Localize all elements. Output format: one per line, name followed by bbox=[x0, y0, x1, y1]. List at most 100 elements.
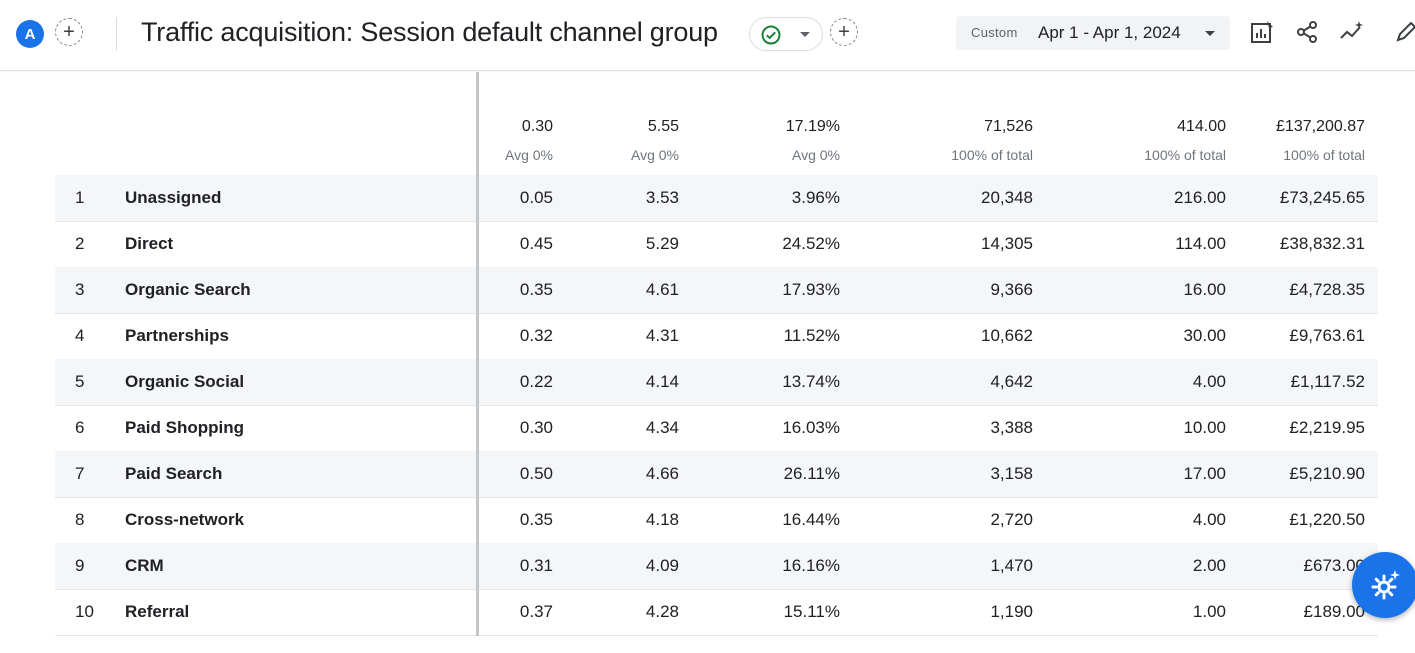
channel-name[interactable]: Referral bbox=[125, 602, 190, 621]
table-row[interactable] bbox=[55, 267, 1378, 313]
metric-cell: 10,662 bbox=[981, 326, 1033, 345]
metric-cell: £1,117.52 bbox=[1290, 372, 1365, 391]
channel-name[interactable]: Direct bbox=[125, 234, 174, 253]
metric-cell: 4.66 bbox=[645, 464, 679, 483]
metric-cell: 4.18 bbox=[645, 510, 679, 529]
metric-cell: 4.00 bbox=[1192, 510, 1226, 529]
settings-sparkle-icon bbox=[1371, 570, 1400, 600]
metric-cell: 16.44% bbox=[782, 510, 840, 529]
metric-cell: £5,210.90 bbox=[1289, 464, 1365, 483]
total-value: 71,526 bbox=[984, 118, 1033, 135]
metric-cell: 16.16% bbox=[782, 556, 840, 575]
metric-cell: 15.11% bbox=[783, 602, 840, 621]
metric-cell: 4.09 bbox=[645, 556, 679, 575]
row-divider bbox=[55, 635, 1378, 636]
table-row[interactable] bbox=[55, 175, 1378, 221]
share-icon[interactable] bbox=[1293, 18, 1321, 46]
add-comparison-button[interactable]: + bbox=[55, 18, 83, 46]
metric-cell: 30.00 bbox=[1183, 326, 1226, 345]
metric-cell: £9,763.61 bbox=[1289, 326, 1365, 345]
row-rank: 6 bbox=[75, 418, 85, 437]
channel-name[interactable]: CRM bbox=[125, 556, 164, 575]
assistant-fab[interactable] bbox=[1352, 552, 1415, 618]
plus-icon: + bbox=[838, 21, 850, 43]
total-subtext: Avg 0% bbox=[792, 147, 840, 163]
metric-cell: 3.53 bbox=[645, 188, 679, 207]
chevron-down-icon bbox=[800, 32, 810, 37]
metric-cell: 0.32 bbox=[519, 326, 553, 345]
channel-name[interactable]: Paid Shopping bbox=[125, 418, 244, 437]
header-divider bbox=[116, 17, 117, 51]
channel-name[interactable]: Cross-network bbox=[125, 510, 245, 529]
insights-icon[interactable] bbox=[1338, 18, 1366, 46]
date-range-value: Apr 1 - Apr 1, 2024 bbox=[1038, 23, 1181, 42]
table-row[interactable] bbox=[55, 451, 1378, 497]
report-header: A + Traffic acquisition: Session default… bbox=[0, 0, 1415, 71]
metric-cell: 4.31 bbox=[645, 326, 679, 345]
table-row[interactable] bbox=[55, 405, 1378, 451]
metric-cell: 4,642 bbox=[990, 372, 1033, 391]
metric-cell: 0.22 bbox=[519, 372, 553, 391]
metric-cell: 5.29 bbox=[645, 234, 679, 253]
metric-cell: 4.14 bbox=[645, 372, 679, 391]
metric-cell: 16.03% bbox=[782, 418, 840, 437]
metric-cell: 2,720 bbox=[990, 510, 1033, 529]
channel-name[interactable]: Paid Search bbox=[125, 464, 223, 483]
customize-report-icon[interactable] bbox=[1248, 18, 1276, 46]
report-status-dropdown[interactable] bbox=[749, 17, 823, 51]
channel-name[interactable]: Organic Social bbox=[125, 372, 245, 391]
metric-cell: 0.35 bbox=[519, 280, 553, 299]
total-value: 414.00 bbox=[1177, 118, 1226, 135]
row-divider bbox=[55, 497, 1378, 498]
channel-name[interactable]: Partnerships bbox=[125, 326, 229, 345]
table-row[interactable] bbox=[55, 543, 1378, 589]
check-circle-icon bbox=[761, 25, 781, 45]
total-value: 5.55 bbox=[647, 118, 679, 135]
metric-cell: 216.00 bbox=[1174, 188, 1226, 207]
total-subtext: 100% of total bbox=[1283, 147, 1365, 163]
metric-cell: 10.00 bbox=[1183, 418, 1226, 437]
row-rank: 9 bbox=[75, 556, 85, 575]
metric-cell: 2.00 bbox=[1192, 556, 1226, 575]
metric-cell: 11.52% bbox=[783, 326, 840, 345]
total-value: 17.19% bbox=[785, 118, 840, 135]
metric-cell: 24.52% bbox=[782, 234, 840, 253]
row-rank: 3 bbox=[75, 280, 85, 299]
row-rank: 7 bbox=[75, 464, 85, 483]
chevron-down-icon bbox=[1205, 31, 1215, 36]
metric-cell: £38,832.31 bbox=[1279, 234, 1365, 253]
date-chip-label: Custom bbox=[971, 25, 1018, 40]
metric-cell: £4,728.35 bbox=[1289, 280, 1365, 299]
metric-cell: 3.96% bbox=[791, 188, 840, 207]
row-divider bbox=[55, 405, 1378, 406]
metric-cell: 9,366 bbox=[990, 280, 1033, 299]
metric-cell: £73,245.65 bbox=[1279, 188, 1365, 207]
table-row[interactable] bbox=[55, 497, 1378, 543]
total-value: 0.30 bbox=[521, 118, 553, 135]
plus-icon: + bbox=[63, 21, 75, 43]
row-rank: 2 bbox=[75, 234, 85, 253]
date-range-picker[interactable]: Custom Apr 1 - Apr 1, 2024 bbox=[956, 16, 1230, 50]
metric-cell: 4.28 bbox=[645, 602, 679, 621]
metric-cell: £189.00 bbox=[1303, 602, 1365, 621]
metric-cell: 17.93% bbox=[782, 280, 840, 299]
total-value: £137,200.87 bbox=[1276, 118, 1365, 135]
metric-cell: 20,348 bbox=[981, 188, 1033, 207]
table-row[interactable] bbox=[55, 589, 1378, 635]
metric-cell: £1,220.50 bbox=[1289, 510, 1365, 529]
channel-name[interactable]: Unassigned bbox=[125, 188, 222, 207]
table-row[interactable] bbox=[55, 313, 1378, 359]
table-row[interactable] bbox=[55, 359, 1378, 405]
comparison-avatar[interactable]: A bbox=[16, 20, 44, 48]
metric-cell: 1,190 bbox=[990, 602, 1033, 621]
total-subtext: Avg 0% bbox=[505, 147, 553, 163]
row-divider bbox=[55, 313, 1378, 314]
row-divider bbox=[55, 221, 1378, 222]
row-divider bbox=[55, 589, 1378, 590]
edit-icon[interactable] bbox=[1394, 18, 1415, 46]
metric-cell: 0.31 bbox=[519, 556, 553, 575]
metric-cell: £2,219.95 bbox=[1289, 418, 1365, 437]
total-subtext: 100% of total bbox=[1144, 147, 1226, 163]
channel-name[interactable]: Organic Search bbox=[125, 280, 251, 299]
add-filter-button[interactable]: + bbox=[830, 18, 858, 46]
